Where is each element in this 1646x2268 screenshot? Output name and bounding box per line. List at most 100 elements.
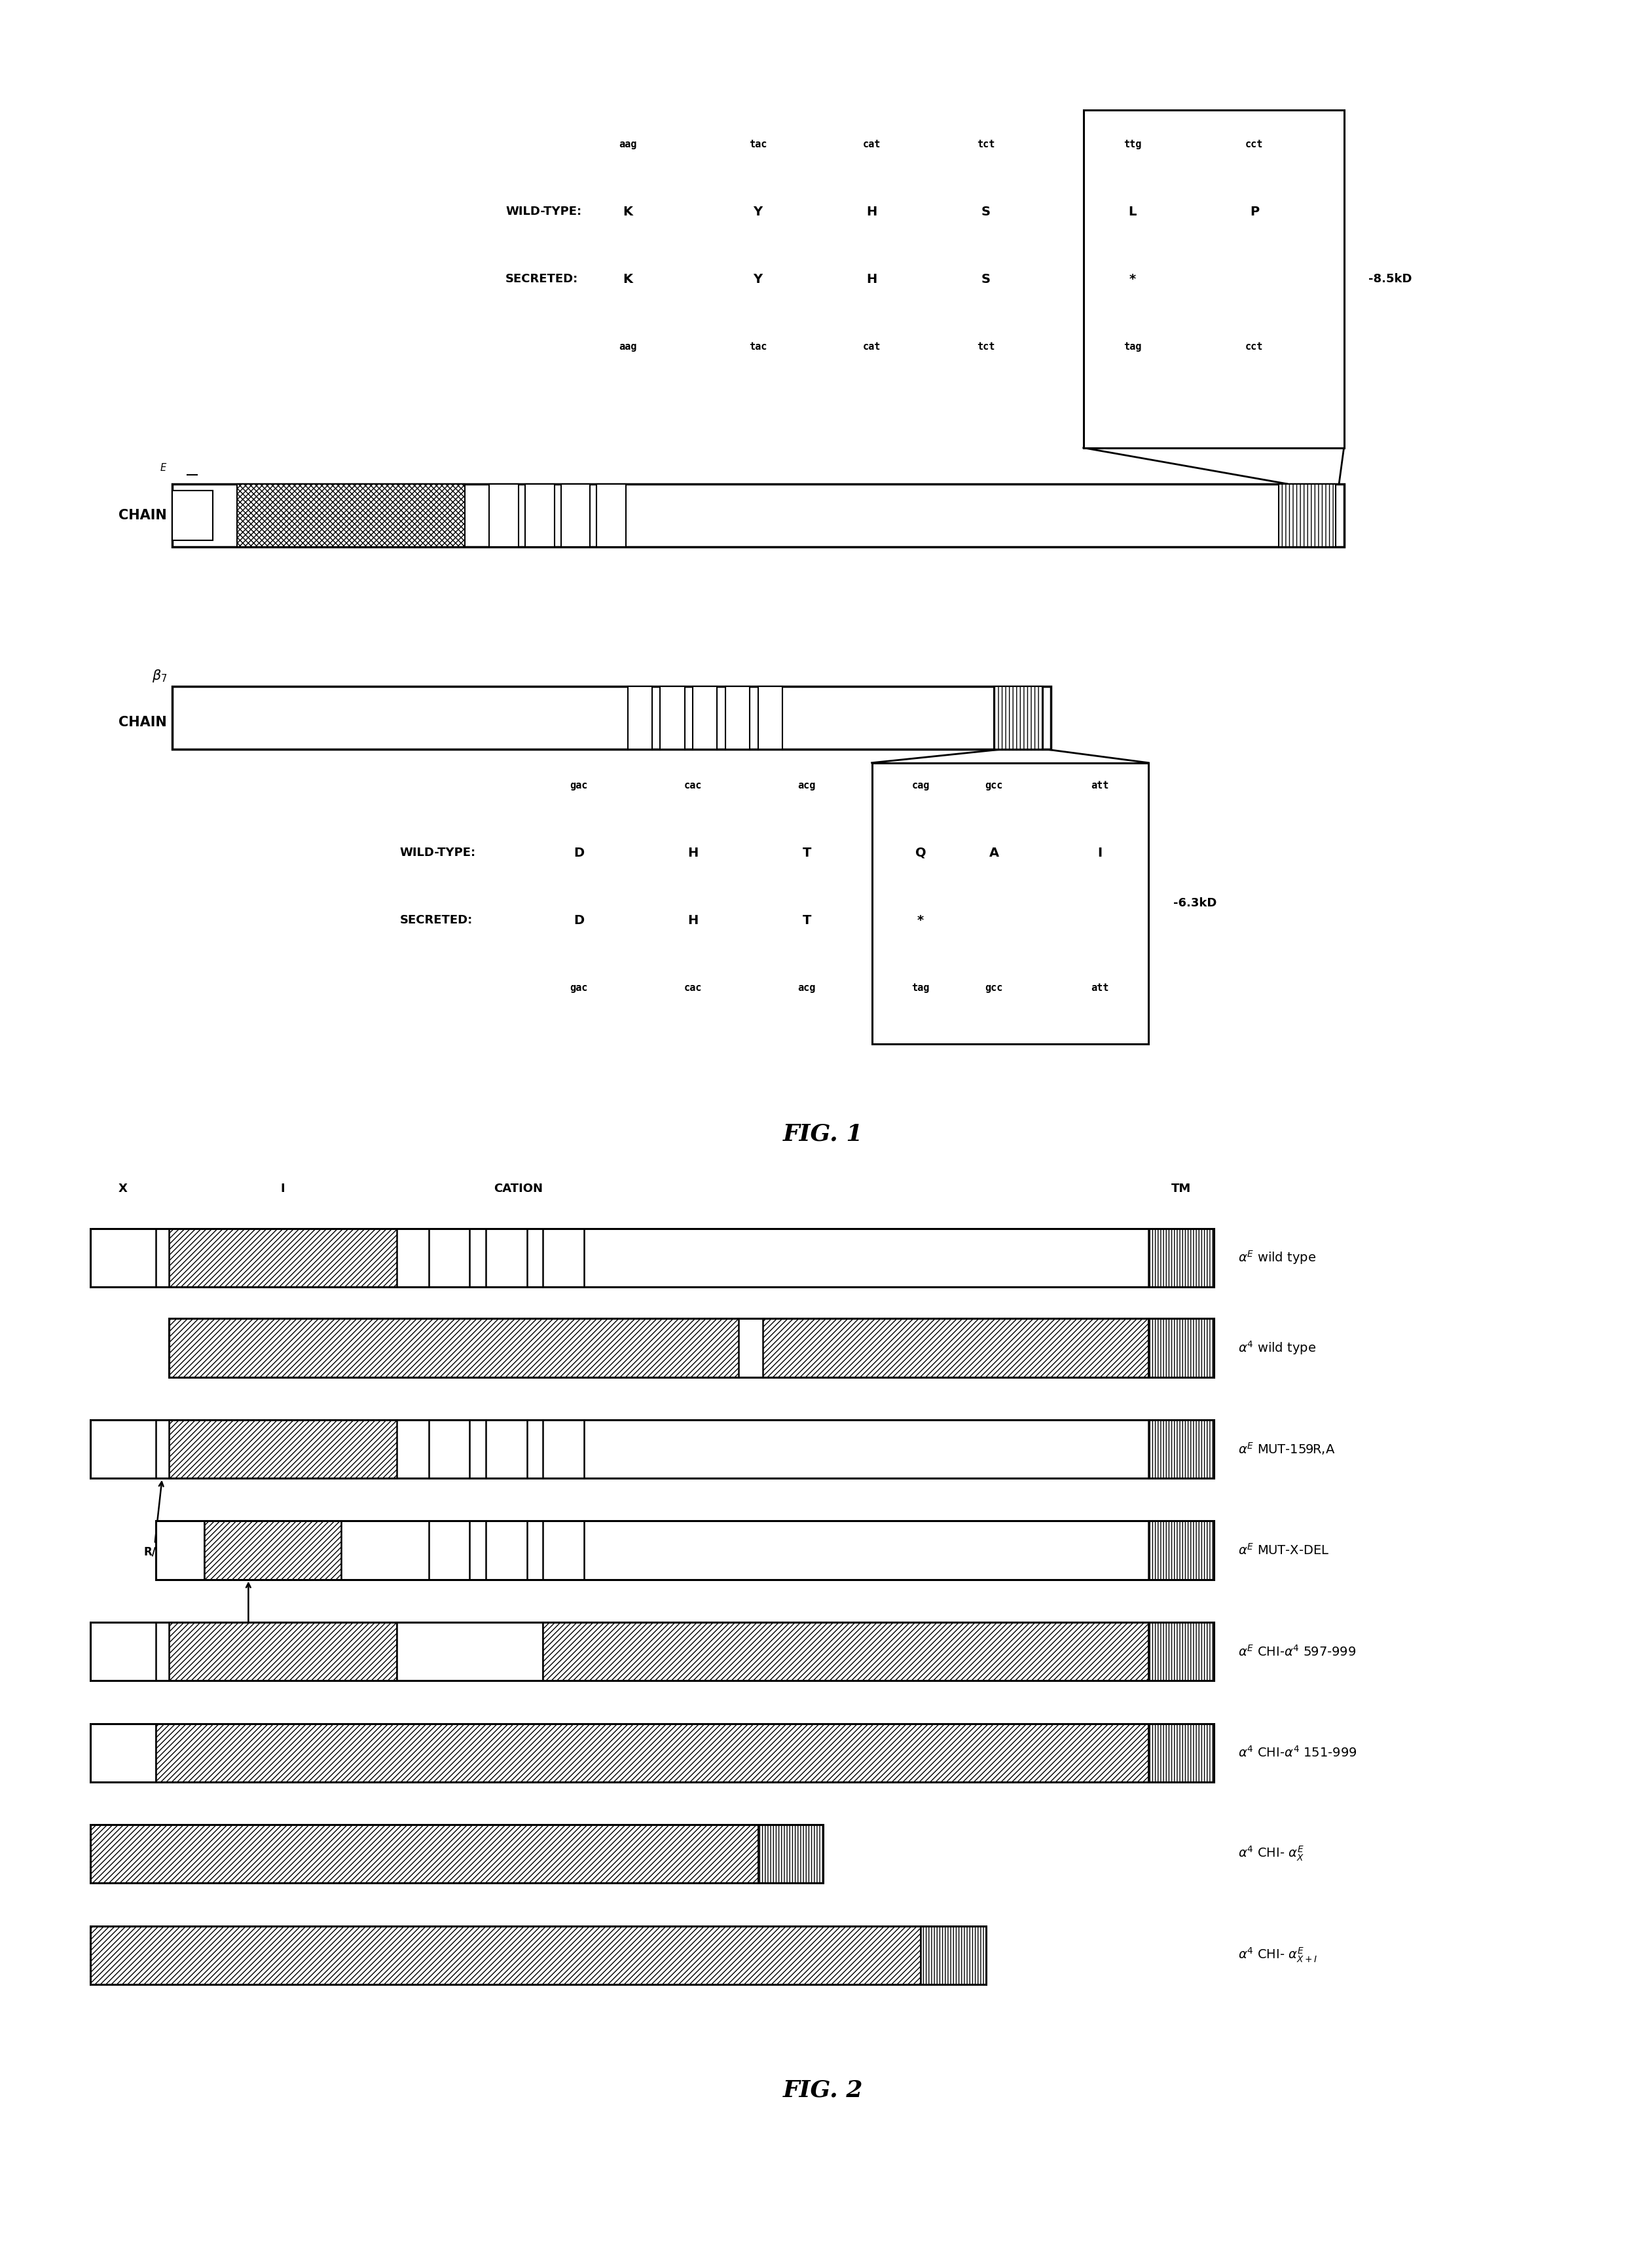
Text: $\beta_7$: $\beta_7$ <box>151 669 166 685</box>
Text: SECRETED:: SECRETED: <box>505 272 578 286</box>
Text: aag: aag <box>619 342 637 352</box>
Text: $\alpha^4$ CHI- $\alpha^E_{X+I}$: $\alpha^4$ CHI- $\alpha^E_{X+I}$ <box>1238 1946 1317 1964</box>
Text: H: H <box>866 206 877 218</box>
Text: acg: acg <box>798 780 816 789</box>
Bar <box>1149 1420 1213 1479</box>
Text: ttg: ttg <box>1123 138 1141 150</box>
Text: cat: cat <box>863 342 881 352</box>
Text: $\alpha^4$ wild type: $\alpha^4$ wild type <box>1238 1338 1317 1356</box>
Bar <box>156 1522 1213 1579</box>
Text: C: C <box>244 1583 252 1653</box>
Bar <box>430 1522 469 1579</box>
Bar <box>726 687 749 748</box>
Bar <box>168 1229 397 1286</box>
Bar <box>1279 483 1337 547</box>
Text: H: H <box>688 846 698 860</box>
Bar <box>91 1622 156 1681</box>
Text: tac: tac <box>749 138 767 150</box>
Text: tac: tac <box>749 342 767 352</box>
Bar <box>1149 1724 1213 1783</box>
Bar <box>91 1826 757 1882</box>
Bar <box>168 1318 739 1377</box>
Text: *: * <box>917 914 923 928</box>
Text: cct: cct <box>1246 138 1264 150</box>
Bar <box>920 1926 986 1984</box>
Text: WILD-TYPE:: WILD-TYPE: <box>505 206 581 218</box>
Text: tag: tag <box>1123 342 1141 352</box>
Bar <box>204 1522 341 1579</box>
Text: T: T <box>802 846 811 860</box>
Bar <box>168 1420 397 1479</box>
Text: -6.3kD: -6.3kD <box>1174 898 1216 909</box>
Text: K: K <box>622 272 632 286</box>
Text: $\alpha^E$ CHI-$\alpha^4$ 597-999: $\alpha^E$ CHI-$\alpha^4$ 597-999 <box>1238 1644 1356 1658</box>
Bar <box>1083 111 1343 447</box>
Text: WILD-TYPE:: WILD-TYPE: <box>400 846 476 860</box>
Bar <box>168 1318 1213 1377</box>
Bar <box>525 483 555 547</box>
Bar <box>171 490 212 540</box>
Text: gcc: gcc <box>984 982 1002 993</box>
Text: D: D <box>573 914 584 928</box>
Text: $\alpha^4$ CHI- $\alpha^E_X$: $\alpha^4$ CHI- $\alpha^E_X$ <box>1238 1844 1304 1862</box>
Text: L: L <box>1128 206 1136 218</box>
Text: tct: tct <box>976 342 994 352</box>
Text: cac: cac <box>683 982 701 993</box>
Bar <box>156 1522 204 1579</box>
Bar <box>1149 1229 1213 1286</box>
Bar <box>762 1318 1149 1377</box>
Text: gac: gac <box>570 780 588 789</box>
Text: S: S <box>981 272 991 286</box>
Text: T: T <box>802 914 811 928</box>
Text: -8.5kD: -8.5kD <box>1368 272 1412 286</box>
Bar <box>1149 1318 1213 1377</box>
Text: *: * <box>1129 272 1136 286</box>
Text: cac: cac <box>683 780 701 789</box>
Bar <box>693 687 718 748</box>
Text: I: I <box>1098 846 1103 860</box>
Text: tag: tag <box>912 982 930 993</box>
Bar <box>597 483 625 547</box>
Text: cag: cag <box>912 780 930 789</box>
Bar <box>486 1229 527 1286</box>
Bar <box>994 687 1044 748</box>
Text: A: A <box>989 846 999 860</box>
Text: tct: tct <box>976 138 994 150</box>
Bar <box>561 483 591 547</box>
Text: TM: TM <box>1172 1184 1192 1195</box>
Text: CATION: CATION <box>494 1184 543 1195</box>
Text: cct: cct <box>1246 342 1264 352</box>
Bar <box>757 1826 823 1882</box>
Bar <box>872 762 1149 1043</box>
Bar <box>91 1420 156 1479</box>
Bar <box>237 483 464 547</box>
Text: $^E$: $^E$ <box>160 465 166 476</box>
Bar <box>486 1522 527 1579</box>
Bar <box>430 1420 469 1479</box>
Bar <box>91 1229 1213 1286</box>
Bar <box>91 1229 156 1286</box>
Text: att: att <box>1091 982 1109 993</box>
Text: att: att <box>1091 780 1109 789</box>
Text: R/A: R/A <box>143 1481 165 1558</box>
Text: CHAIN: CHAIN <box>119 717 166 728</box>
Bar <box>486 1420 527 1479</box>
Text: H: H <box>688 914 698 928</box>
Text: $\alpha^4$ CHI-$\alpha^4$ 151-999: $\alpha^4$ CHI-$\alpha^4$ 151-999 <box>1238 1746 1356 1760</box>
Text: X: X <box>119 1184 128 1195</box>
Bar <box>91 1926 986 1984</box>
Bar <box>91 1926 920 1984</box>
Text: P: P <box>1249 206 1259 218</box>
Bar <box>430 1229 469 1286</box>
Text: FIG. 2: FIG. 2 <box>783 2080 863 2100</box>
Text: aag: aag <box>619 138 637 150</box>
Bar <box>397 1622 543 1681</box>
Bar <box>91 1724 1213 1783</box>
Bar <box>171 687 1050 748</box>
Text: SECRETED:: SECRETED: <box>400 914 472 925</box>
Bar <box>156 1724 1149 1783</box>
Text: CHAIN: CHAIN <box>119 508 166 522</box>
Text: FIG. 1: FIG. 1 <box>783 1123 863 1145</box>
Bar <box>1149 1622 1213 1681</box>
Text: D: D <box>573 846 584 860</box>
